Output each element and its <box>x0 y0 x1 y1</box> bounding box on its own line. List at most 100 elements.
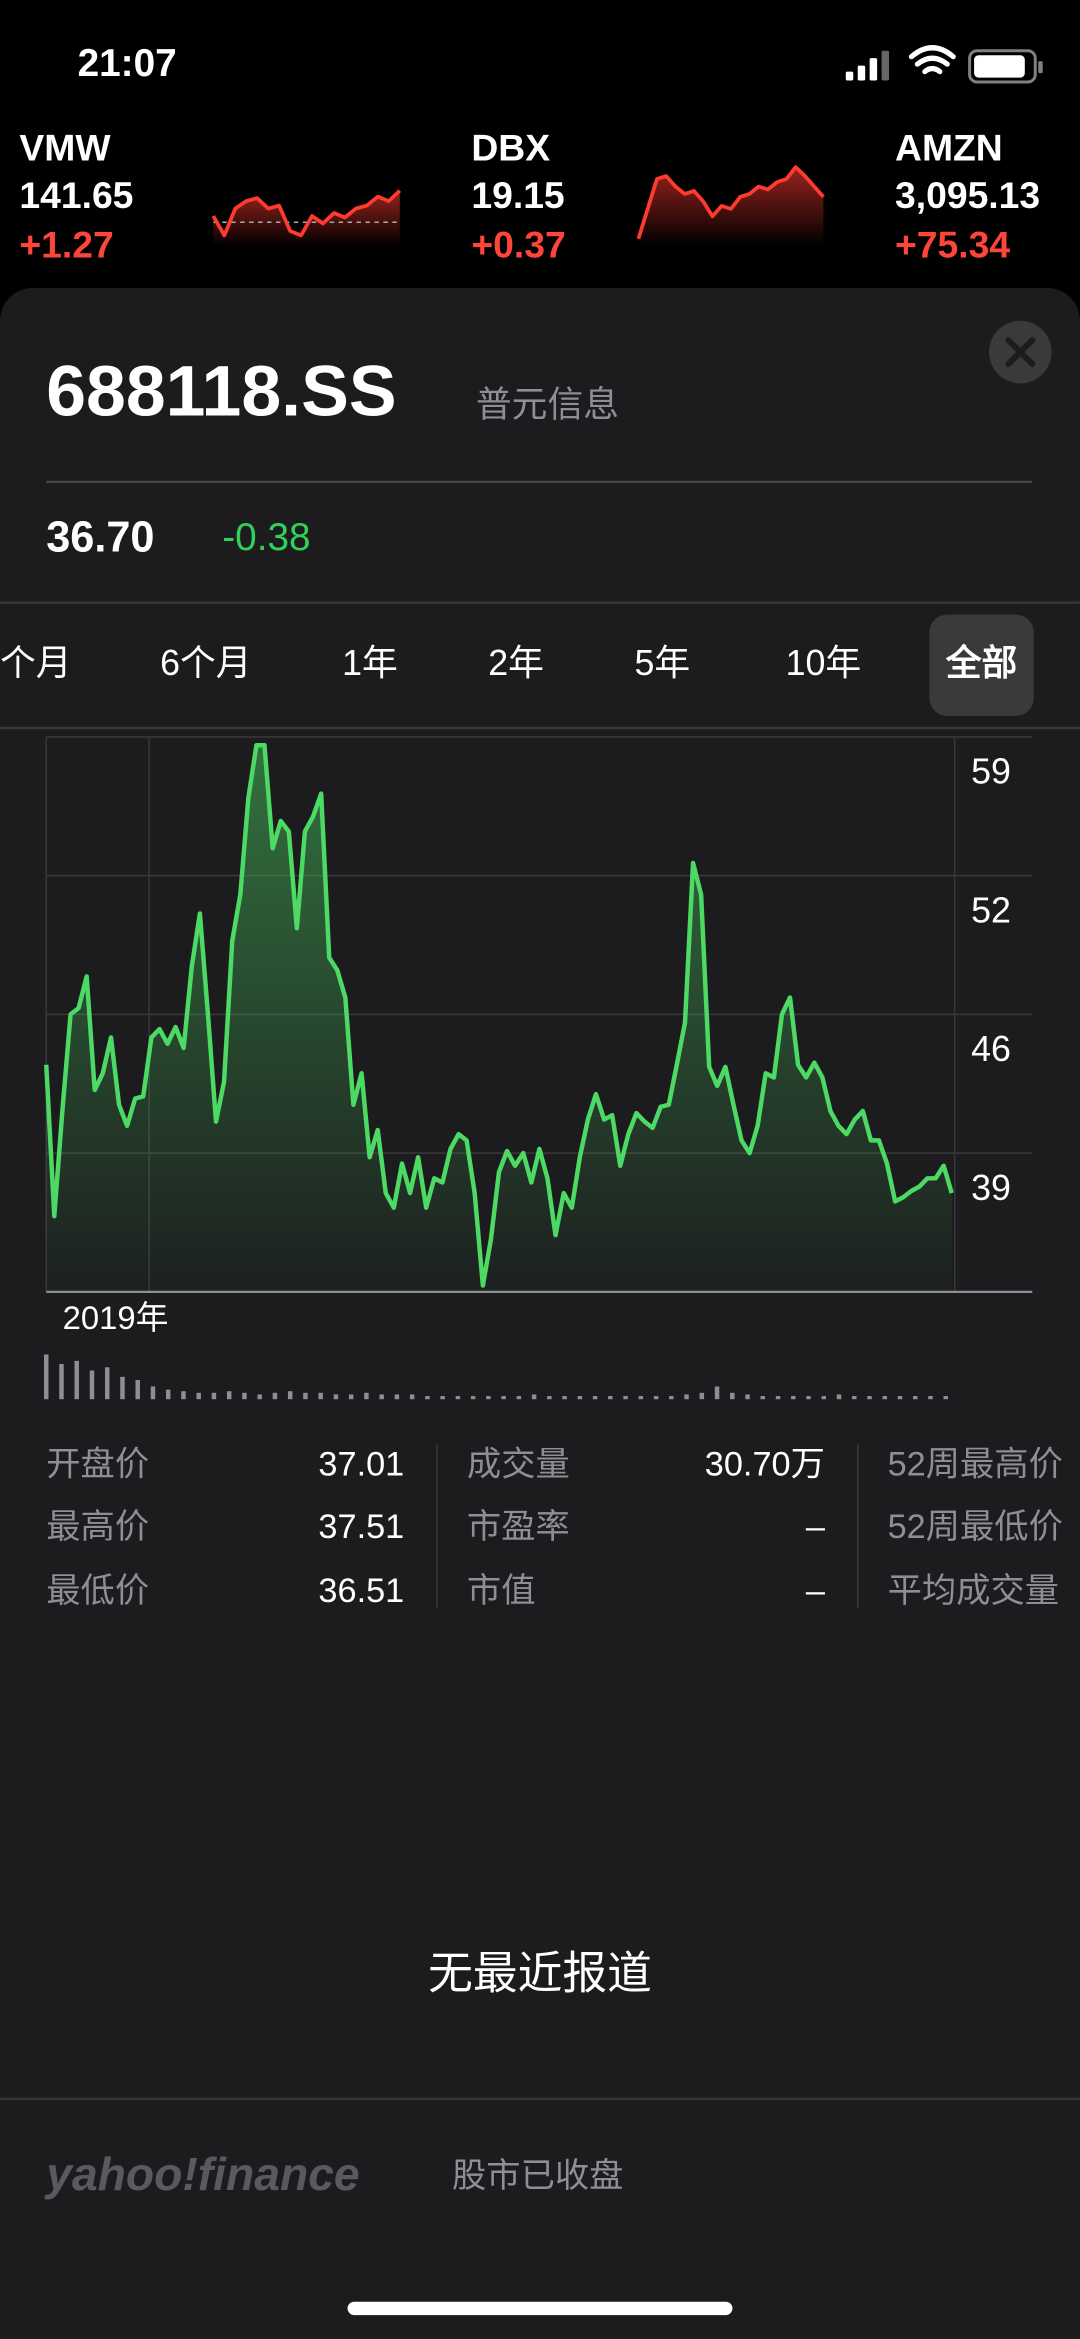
stat-label: 最高价 <box>46 1508 149 1546</box>
stat-label: 最低价 <box>46 1572 149 1610</box>
sparkline <box>211 189 402 238</box>
ticker-symbol: VMW <box>19 127 111 169</box>
stock-symbol: 688118.SS <box>46 352 396 432</box>
volume-bar <box>745 1394 750 1400</box>
volume-bar <box>867 1396 872 1400</box>
volume-bar <box>516 1396 522 1400</box>
volume-bar <box>760 1396 766 1400</box>
volume-bar <box>379 1394 384 1400</box>
stat-value: 30.70万 <box>705 1445 825 1483</box>
volume-bar <box>165 1389 171 1400</box>
range-tab[interactable]: 2年 <box>488 643 544 683</box>
stat-value: 37.51 <box>318 1508 404 1546</box>
volume-bar <box>531 1394 537 1400</box>
home-indicator <box>347 2301 733 2316</box>
volume-bar <box>287 1391 293 1400</box>
volume-bar <box>684 1394 689 1400</box>
volume-bar <box>486 1396 491 1400</box>
volume-bar <box>608 1396 613 1400</box>
range-tab[interactable]: 个月 <box>0 643 72 683</box>
volume-bar <box>669 1396 674 1400</box>
volume-bar <box>913 1396 918 1400</box>
volume-bar <box>59 1364 64 1400</box>
status-time: 21:07 <box>78 42 177 85</box>
stat-label: 平均成交量 <box>888 1572 1060 1610</box>
volume-bar <box>562 1396 567 1400</box>
y-tick-label: 52 <box>971 890 1011 930</box>
stat-value: – <box>806 1572 826 1610</box>
range-tab[interactable]: 1年 <box>342 643 398 683</box>
volume-bar <box>74 1360 79 1400</box>
sparkline-fill <box>213 190 400 247</box>
x-axis-label: 2019年 <box>63 1299 169 1336</box>
volume-bar <box>836 1394 842 1400</box>
volume-bar <box>852 1396 857 1400</box>
market-status: 股市已收盘 <box>452 2157 624 2195</box>
price-line <box>44 743 954 1288</box>
volume-bar <box>211 1392 217 1400</box>
volume-bar <box>196 1392 201 1400</box>
ticker-change: +0.37 <box>471 223 565 265</box>
stat-label: 开盘价 <box>46 1445 149 1483</box>
ticker-strip[interactable]: VMW 141.65 +1.27 DBX 19.15 +0.37 AMZN 3,095.13 +… <box>19 127 1040 266</box>
ticker-change: +75.34 <box>895 223 1010 265</box>
range-tabs: 个月 6个月 1年 2年 5年 10年 全部 <box>0 614 1034 717</box>
volume-bar <box>425 1396 430 1400</box>
signal-icon <box>845 50 890 81</box>
sparkline-fill <box>638 167 824 247</box>
ticker-symbol: DBX <box>471 127 550 169</box>
y-tick-label: 46 <box>971 1029 1011 1069</box>
volume-bar <box>653 1396 659 1400</box>
volume-bar <box>333 1394 339 1400</box>
volume-bar <box>394 1394 400 1400</box>
range-tab[interactable]: 全部 <box>945 642 1018 683</box>
volume-bar <box>257 1394 262 1400</box>
volume-bar <box>638 1396 644 1400</box>
ticker-price: 19.15 <box>471 174 564 216</box>
tab-selected-bg <box>929 614 1034 717</box>
volume-bar <box>577 1396 583 1400</box>
stat-value: – <box>806 1508 826 1546</box>
brand-logo[interactable]: yahoo!finance <box>44 2148 359 2200</box>
volume-bar <box>928 1396 933 1400</box>
stat-label: 52周最高价 <box>888 1445 1063 1483</box>
stock-change: -0.38 <box>222 516 310 559</box>
volume-bar <box>882 1396 887 1400</box>
volume-bar <box>318 1392 323 1400</box>
range-tab[interactable]: 10年 <box>786 643 862 683</box>
close-icon <box>1005 337 1036 367</box>
volume-bar <box>775 1396 781 1400</box>
stat-label: 市值 <box>467 1572 536 1610</box>
volume-bar <box>714 1386 720 1400</box>
battery-icon <box>968 49 1043 84</box>
volume-bar <box>943 1396 948 1400</box>
volume-bar <box>501 1396 506 1400</box>
volume-bar <box>272 1392 278 1400</box>
y-tick-label: 39 <box>971 1168 1011 1208</box>
ticker-price: 141.65 <box>19 174 133 216</box>
volume-bar <box>730 1392 735 1400</box>
stock-name: 普元信息 <box>476 385 619 425</box>
stat-value: 36.51 <box>318 1572 404 1610</box>
volume-bar <box>547 1396 552 1400</box>
volume-bar <box>348 1394 354 1400</box>
volume-bar <box>455 1396 461 1400</box>
ticker-change: +1.27 <box>19 223 113 265</box>
wifi-icon <box>908 45 956 75</box>
price-chart: 59 52 46 39 <box>44 736 1033 1400</box>
volume-bar <box>150 1386 156 1400</box>
range-tab[interactable]: 5年 <box>634 643 690 683</box>
volume-bar <box>135 1380 140 1400</box>
volume-bar <box>623 1396 628 1400</box>
volume-bar <box>104 1367 110 1400</box>
range-tab[interactable]: 6个月 <box>160 643 252 683</box>
stat-label: 52周最低价 <box>888 1508 1063 1546</box>
volume-bar <box>242 1392 247 1400</box>
ticker-price: 3,095.13 <box>895 174 1040 216</box>
volume-bar <box>791 1396 796 1400</box>
volume-bar <box>821 1396 827 1400</box>
volume-bar <box>226 1391 232 1400</box>
